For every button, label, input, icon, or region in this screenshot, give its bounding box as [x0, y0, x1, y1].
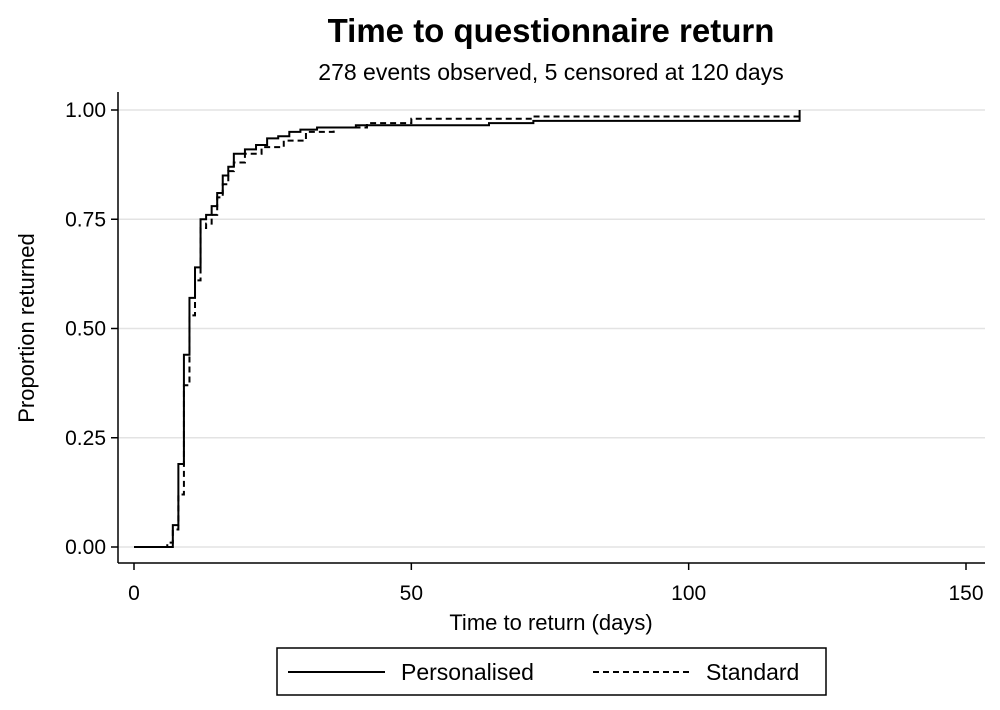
legend-label-personalised: Personalised — [401, 659, 534, 685]
gridlines — [118, 109, 985, 548]
x-tick-label-0: 0 — [128, 582, 140, 605]
series-lines — [134, 110, 801, 548]
y-tick-label-4: 1.00 — [65, 99, 106, 122]
x-axis-label: Time to return (days) — [449, 610, 652, 635]
y-tick-label-3: 0.75 — [65, 208, 106, 231]
y-tick-label-0: 0.00 — [65, 536, 106, 559]
y-tick-label-2: 0.50 — [65, 318, 106, 341]
x-tick-label-3: 150 — [948, 582, 983, 605]
legend-label-standard: Standard — [706, 659, 799, 685]
y-tick-label-1: 0.25 — [65, 427, 106, 450]
series-line-standard — [134, 115, 800, 548]
x-tick-label-1: 50 — [400, 582, 423, 605]
chart-title: Time to questionnaire return — [328, 12, 775, 49]
x-tick-label-2: 100 — [671, 582, 706, 605]
y-axis-label: Proportion returned — [14, 233, 39, 423]
axes: 0.00 0.25 0.50 0.75 1.00 0 50 100 150 — [65, 92, 985, 605]
legend: Personalised Standard — [276, 647, 827, 696]
series-line-personalised — [134, 110, 801, 548]
chart-subtitle: 278 events observed, 5 censored at 120 d… — [318, 59, 783, 85]
